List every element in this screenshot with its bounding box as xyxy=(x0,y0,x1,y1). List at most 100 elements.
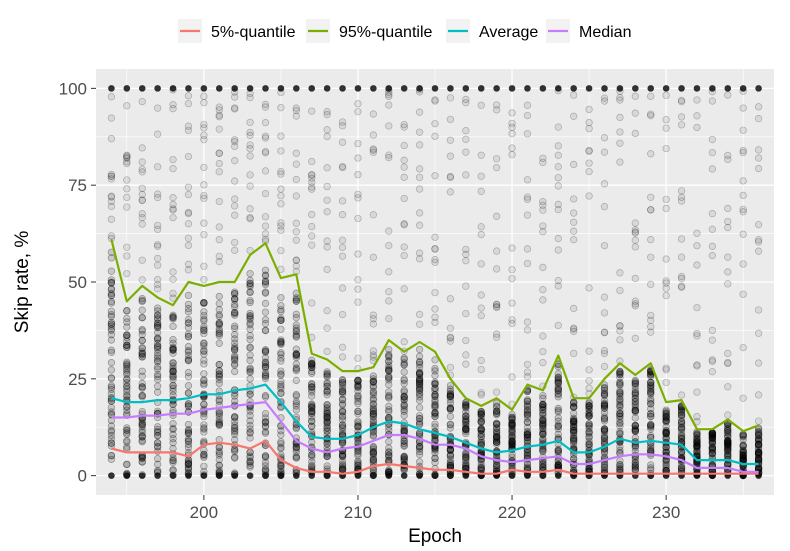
scatter-point xyxy=(231,417,239,426)
scatter-point xyxy=(754,459,763,467)
scatter-point xyxy=(184,319,193,327)
scatter-point xyxy=(153,323,162,331)
scatter-point xyxy=(215,339,223,347)
scatter-point xyxy=(123,429,131,437)
scatter-point xyxy=(400,425,408,433)
scatter-point xyxy=(323,347,331,356)
scatter-point xyxy=(107,202,116,211)
scatter-point xyxy=(277,431,285,439)
scatter-point xyxy=(231,211,239,219)
scatter-point xyxy=(323,400,331,409)
scatter-point xyxy=(123,366,131,374)
scatter-point xyxy=(261,316,270,324)
scatter-point xyxy=(415,165,424,173)
scatter-point xyxy=(231,445,239,453)
scatter-point xyxy=(200,299,208,307)
scatter-point xyxy=(123,337,131,346)
scatter-point xyxy=(277,465,285,473)
scatter-point xyxy=(292,345,300,353)
scatter-point xyxy=(431,97,439,105)
scatter-point xyxy=(462,245,470,253)
scatter-point xyxy=(246,288,254,296)
scatter-point xyxy=(585,434,593,442)
scatter-point xyxy=(323,265,331,274)
scatter-point xyxy=(415,310,424,319)
scatter-point xyxy=(261,103,270,111)
scatter-point xyxy=(231,105,239,113)
scatter-point xyxy=(123,158,131,166)
scatter-point xyxy=(231,392,239,400)
scatter-point xyxy=(153,345,162,354)
scatter-point xyxy=(338,343,347,351)
scatter-point xyxy=(184,357,193,365)
scatter-point xyxy=(107,451,116,460)
scatter-point xyxy=(138,327,146,335)
scatter-point xyxy=(739,85,747,92)
scatter-point xyxy=(431,132,439,140)
scatter-point xyxy=(107,197,116,206)
scatter-point xyxy=(369,145,378,153)
x-tick-label: 230 xyxy=(652,503,680,522)
scatter-point xyxy=(308,232,316,240)
scatter-point xyxy=(231,93,239,101)
scatter-point xyxy=(261,272,270,280)
scatter-point xyxy=(169,346,177,354)
scatter-point xyxy=(277,384,285,393)
scatter-point xyxy=(385,151,393,159)
scatter-point xyxy=(662,144,670,153)
scatter-point xyxy=(169,435,177,443)
scatter-point xyxy=(246,309,254,318)
scatter-point xyxy=(184,368,193,377)
scatter-point xyxy=(138,392,146,400)
scatter-point xyxy=(308,360,316,368)
scatter-point xyxy=(662,124,670,132)
scatter-point xyxy=(246,453,254,462)
scatter-point xyxy=(277,443,285,451)
scatter-point xyxy=(138,454,146,462)
scatter-point xyxy=(231,352,239,360)
scatter-point xyxy=(153,365,162,373)
scatter-point xyxy=(323,373,331,381)
scatter-point xyxy=(261,364,270,372)
scatter-point xyxy=(292,353,300,362)
scatter-point xyxy=(123,385,131,393)
scatter-point xyxy=(246,335,254,344)
scatter-point xyxy=(354,378,362,386)
scatter-point xyxy=(184,400,193,408)
scatter-point xyxy=(153,242,162,250)
scatter-point xyxy=(184,460,193,468)
scatter-point xyxy=(462,360,470,368)
scatter-point xyxy=(261,346,270,354)
scatter-point xyxy=(446,173,455,182)
scatter-point xyxy=(261,235,270,243)
scatter-point xyxy=(123,358,131,366)
scatter-point xyxy=(338,387,347,395)
scatter-point xyxy=(261,428,270,436)
scatter-point xyxy=(354,407,362,416)
scatter-point xyxy=(292,106,300,115)
scatter-point xyxy=(431,172,439,180)
scatter-point xyxy=(554,246,562,254)
scatter-point xyxy=(246,375,254,383)
scatter-point xyxy=(123,392,131,401)
scatter-point xyxy=(647,395,655,403)
scatter-point xyxy=(107,435,116,443)
scatter-point xyxy=(693,112,701,120)
scatter-point xyxy=(523,403,532,411)
scatter-point xyxy=(200,453,208,462)
scatter-point xyxy=(385,426,393,435)
scatter-point xyxy=(462,351,470,359)
scatter-point xyxy=(108,472,115,479)
scatter-point xyxy=(754,164,763,173)
scatter-point xyxy=(292,236,300,244)
scatter-point xyxy=(138,297,146,306)
scatter-point xyxy=(200,412,208,421)
scatter-point xyxy=(246,314,254,322)
scatter-point xyxy=(462,336,470,345)
scatter-point xyxy=(107,267,116,275)
scatter-point xyxy=(169,372,177,381)
scatter-point xyxy=(385,227,393,235)
scatter-point xyxy=(153,425,162,434)
scatter-point xyxy=(616,93,624,102)
scatter-point xyxy=(446,412,455,421)
